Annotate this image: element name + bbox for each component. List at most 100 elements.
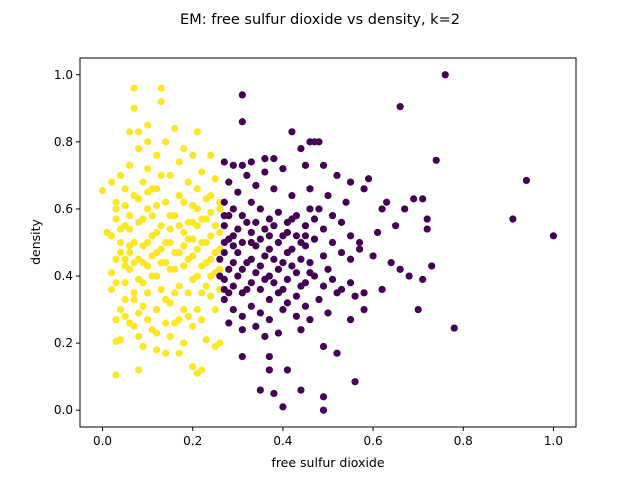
- data-point-cluster-0: [238, 265, 246, 273]
- data-point-cluster-0: [315, 205, 323, 213]
- data-point-cluster-1: [175, 316, 183, 324]
- x-tick-label: 0.2: [183, 434, 202, 448]
- data-point-cluster-0: [274, 208, 282, 216]
- data-point-cluster-1: [211, 305, 219, 314]
- data-point-cluster-0: [297, 238, 305, 247]
- data-point-cluster-0: [405, 272, 413, 280]
- data-point-cluster-1: [175, 222, 183, 230]
- y-tick-label: 0.8: [54, 135, 73, 149]
- x-tick-label: 0.8: [454, 434, 473, 448]
- data-point-cluster-0: [392, 222, 400, 230]
- data-point-cluster-0: [216, 272, 224, 280]
- data-point-cluster-0: [355, 238, 364, 247]
- data-point-cluster-0: [265, 316, 273, 324]
- data-point-cluster-1: [202, 336, 210, 344]
- data-point-cluster-0: [216, 255, 224, 263]
- data-point-cluster-0: [234, 272, 242, 280]
- data-point-cluster-0: [279, 403, 287, 411]
- data-point-cluster-1: [207, 232, 215, 240]
- data-point-cluster-0: [220, 248, 228, 257]
- data-point-cluster-1: [116, 305, 125, 314]
- data-point-cluster-0: [319, 282, 328, 290]
- data-point-cluster-0: [220, 212, 228, 220]
- y-tick-label: 0.6: [54, 202, 73, 216]
- data-point-cluster-1: [162, 319, 170, 327]
- data-point-cluster-0: [414, 305, 422, 314]
- data-point-cluster-1: [166, 265, 174, 273]
- data-point-cluster-0: [328, 212, 337, 220]
- data-point-cluster-1: [121, 295, 129, 304]
- data-point-cluster-0: [238, 212, 246, 220]
- data-point-cluster-0: [247, 198, 255, 206]
- data-point-cluster-1: [171, 289, 179, 297]
- data-point-cluster-0: [355, 245, 364, 253]
- data-point-cluster-0: [288, 262, 296, 270]
- data-point-cluster-0: [297, 255, 305, 263]
- data-point-cluster-1: [162, 349, 170, 357]
- data-point-cluster-1: [135, 366, 143, 374]
- data-point-cluster-1: [148, 272, 156, 280]
- data-point-cluster-1: [193, 128, 201, 136]
- data-point-cluster-0: [238, 312, 246, 320]
- data-point-cluster-0: [265, 245, 273, 253]
- data-point-cluster-0: [234, 225, 242, 233]
- data-point-cluster-0: [292, 232, 301, 240]
- data-point-cluster-0: [270, 279, 278, 287]
- data-point-cluster-1: [144, 289, 152, 297]
- data-point-cluster-0: [383, 198, 391, 206]
- data-point-cluster-1: [171, 248, 179, 257]
- data-point-cluster-1: [180, 228, 188, 237]
- data-point-cluster-1: [189, 322, 197, 330]
- data-point-cluster-1: [157, 285, 165, 294]
- data-point-cluster-1: [198, 366, 206, 374]
- data-point-cluster-0: [247, 238, 255, 247]
- data-point-cluster-1: [180, 262, 188, 270]
- data-point-cluster-1: [207, 272, 215, 280]
- data-point-cluster-1: [166, 225, 174, 233]
- data-point-cluster-1: [144, 316, 152, 324]
- data-point-cluster-0: [428, 262, 436, 270]
- data-point-cluster-1: [112, 371, 120, 379]
- data-point-cluster-1: [153, 151, 161, 159]
- data-point-cluster-1: [139, 342, 147, 351]
- data-point-cluster-0: [274, 329, 282, 337]
- data-point-cluster-0: [283, 366, 292, 374]
- data-point-cluster-0: [288, 245, 296, 253]
- y-tick-label: 0.2: [54, 336, 73, 350]
- data-point-cluster-0: [238, 91, 246, 99]
- data-point-cluster-1: [144, 205, 152, 213]
- data-point-cluster-0: [337, 248, 346, 257]
- data-point-cluster-1: [189, 218, 197, 226]
- data-point-cluster-0: [360, 289, 368, 297]
- data-point-cluster-0: [310, 235, 319, 243]
- data-point-cluster-0: [256, 205, 264, 213]
- data-point-cluster-0: [225, 265, 233, 273]
- data-point-cluster-0: [220, 295, 228, 304]
- data-point-cluster-1: [153, 329, 161, 337]
- data-point-cluster-1: [144, 238, 152, 247]
- data-point-cluster-0: [378, 205, 386, 213]
- data-point-cluster-1: [216, 205, 224, 213]
- data-point-cluster-1: [112, 279, 120, 287]
- y-axis-label: density: [28, 218, 43, 264]
- data-point-cluster-0: [252, 269, 260, 277]
- data-point-cluster-0: [261, 275, 269, 283]
- data-point-cluster-1: [198, 316, 206, 324]
- plot-frame: [79, 57, 577, 428]
- data-point-cluster-1: [180, 242, 188, 250]
- data-point-cluster-1: [180, 198, 188, 206]
- data-point-cluster-1: [112, 198, 120, 206]
- data-point-cluster-0: [374, 228, 382, 237]
- data-point-cluster-0: [441, 71, 449, 79]
- data-point-cluster-1: [171, 124, 179, 133]
- data-point-cluster-0: [229, 305, 237, 314]
- data-point-cluster-0: [396, 103, 404, 111]
- data-point-cluster-1: [193, 205, 201, 213]
- data-point-cluster-0: [306, 185, 314, 193]
- data-point-cluster-0: [243, 285, 251, 294]
- data-point-cluster-0: [509, 215, 517, 223]
- data-point-cluster-0: [261, 155, 269, 163]
- data-point-cluster-0: [238, 161, 246, 169]
- data-point-cluster-0: [419, 275, 427, 283]
